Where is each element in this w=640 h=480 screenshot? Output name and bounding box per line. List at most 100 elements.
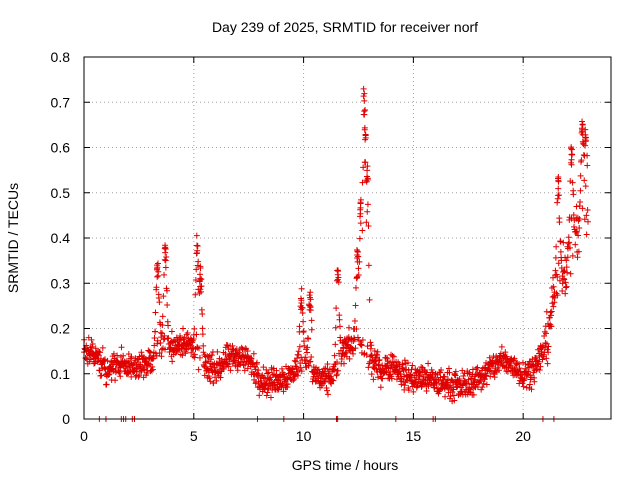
data-point: [200, 349, 207, 356]
data-point: [304, 344, 311, 351]
data-point: [562, 279, 569, 286]
data-point: [109, 365, 116, 372]
data-point: [483, 381, 490, 388]
data-point: [334, 267, 341, 274]
data-point: [260, 374, 267, 381]
data-point: [561, 276, 568, 283]
data-point: [543, 355, 550, 362]
data-point: [359, 227, 366, 234]
data-point: [479, 384, 486, 391]
data-point: [293, 363, 300, 370]
x-tick-label: 20: [515, 428, 531, 444]
data-point: [357, 220, 364, 227]
data-point: [149, 363, 156, 370]
data-point: [307, 294, 314, 301]
data-point: [290, 377, 297, 384]
data-point: [361, 126, 368, 133]
data-point: [555, 260, 562, 267]
data-point: [532, 354, 539, 361]
data-point: [377, 384, 384, 391]
data-point: [559, 280, 566, 287]
data-point: [281, 371, 288, 378]
data-point: [195, 366, 202, 373]
data-point: [321, 378, 328, 385]
data-point: [352, 284, 359, 291]
data-point: [364, 343, 371, 350]
data-point: [324, 361, 331, 368]
data-point: [308, 354, 315, 361]
data-point: [552, 254, 559, 261]
data-point: [566, 239, 573, 246]
data-point: [116, 369, 123, 376]
data-point: [367, 345, 374, 352]
data-point: [163, 253, 170, 260]
data-point: [577, 172, 584, 179]
data-point: [516, 365, 523, 372]
data-point: [379, 375, 386, 382]
data-point: [353, 326, 360, 333]
data-point: [152, 309, 159, 316]
data-point: [355, 271, 362, 278]
data-point: [364, 163, 371, 170]
data-point: [342, 350, 349, 357]
data-point: [307, 303, 314, 310]
data-point: [449, 388, 456, 395]
data-point: [308, 326, 315, 333]
data-point: [548, 308, 555, 315]
y-tick-label: 0.1: [51, 366, 71, 382]
data-point: [571, 223, 578, 230]
data-point: [103, 381, 110, 388]
data-point: [548, 312, 555, 319]
data-point: [577, 198, 584, 205]
data-point: [364, 175, 371, 182]
data-point: [267, 394, 274, 401]
data-point: [581, 216, 588, 223]
data-point: [360, 93, 367, 100]
data-point: [343, 349, 350, 356]
data-point: [200, 342, 207, 349]
data-point: [564, 269, 571, 276]
data-point: [99, 344, 106, 351]
data-point: [556, 219, 563, 226]
data-point: [423, 369, 430, 376]
data-point: [357, 210, 364, 217]
data-point: [350, 338, 357, 345]
data-point: [541, 328, 548, 335]
data-point: [570, 191, 577, 198]
data-point: [197, 263, 204, 270]
data-point: [579, 205, 586, 212]
data-point: [197, 283, 204, 290]
data-point: [194, 247, 201, 254]
data-point: [117, 373, 124, 380]
data-point: [584, 152, 591, 159]
data-point: [162, 346, 169, 353]
data-point: [120, 352, 127, 359]
data-point: [255, 378, 262, 385]
data-point: [576, 215, 583, 222]
data-point: [555, 185, 562, 192]
data-point: [346, 355, 353, 362]
data-point: [188, 349, 195, 356]
data-point: [352, 302, 359, 309]
data-point: [362, 131, 369, 138]
data-point: [208, 356, 215, 363]
data-point: [357, 200, 364, 207]
data-point: [399, 361, 406, 368]
data-point: [136, 372, 143, 379]
data-point: [351, 336, 358, 343]
data-point: [569, 252, 576, 259]
data-point: [367, 339, 374, 346]
data-point: [156, 350, 163, 357]
data-point: [300, 328, 307, 335]
data-point: [112, 377, 119, 384]
x-tick-label: 5: [190, 428, 198, 444]
data-point: [356, 235, 363, 242]
data-point: [350, 350, 357, 357]
data-point: [196, 354, 203, 361]
data-point: [460, 373, 467, 380]
data-point: [578, 157, 585, 164]
data-point: [194, 242, 201, 249]
data-point: [410, 388, 417, 395]
data-point: [570, 212, 577, 219]
data-point: [368, 342, 375, 349]
